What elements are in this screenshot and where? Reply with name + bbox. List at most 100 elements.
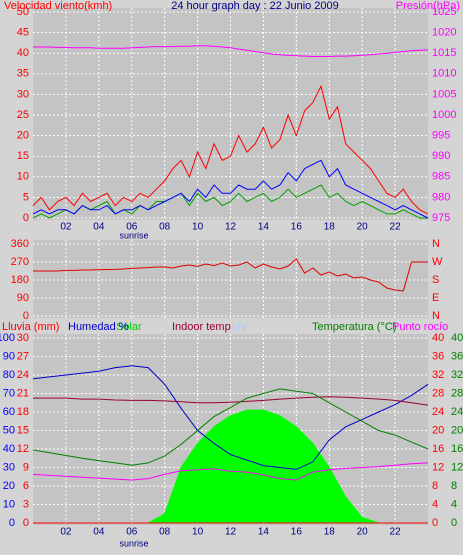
y3-tick-label: 70 <box>3 387 15 399</box>
x-tick-label: 02 <box>60 527 72 538</box>
y3-tick-label: 20 <box>3 480 15 492</box>
y4-tick-label: 8 <box>451 480 457 492</box>
y4-tick-label: 40 <box>451 332 463 344</box>
y2-tick-label: 975 <box>432 212 450 224</box>
y-tick-label: 180 <box>11 274 29 286</box>
y4-tick-label: 20 <box>451 424 463 436</box>
chart-title: 24 hour graph day : 22 Junio 2009 <box>171 0 339 12</box>
y-tick-label: 50 <box>17 6 29 18</box>
x-tick-label: 08 <box>159 527 171 538</box>
y2-tick-label: 995 <box>432 130 450 142</box>
y-tick-label: 0 <box>23 310 29 322</box>
y-tick-label: 90 <box>17 292 29 304</box>
y4-tick-label: 28 <box>451 387 463 399</box>
y2-tick-label: 40 <box>432 332 444 344</box>
line <box>32 462 429 481</box>
line <box>33 396 429 406</box>
x-tick-label: 16 <box>291 527 303 538</box>
legend-label: Solar <box>116 321 142 333</box>
legend-label: Indoor temp <box>172 321 231 333</box>
y-tick-label: 20 <box>17 130 29 142</box>
line <box>32 184 428 219</box>
y2-tick-label: N <box>432 310 440 322</box>
y-tick-label: 270 <box>11 256 29 268</box>
y-tick-label: 0 <box>23 212 29 224</box>
y-tick-label: 45 <box>17 27 29 39</box>
y-tick-label: 35 <box>17 68 29 80</box>
y-axis-title: Velocidad viento(kmh) <box>4 0 112 12</box>
y4-tick-label: 12 <box>451 461 463 473</box>
y2-tick-label: 980 <box>432 191 450 203</box>
line <box>32 388 429 466</box>
x-tick-label: 06 <box>126 222 138 233</box>
y-tick-label: 40 <box>17 47 29 59</box>
uv-label: UV <box>232 321 248 333</box>
y-tick-label: 360 <box>11 238 29 250</box>
legend-label: Humedad % <box>68 321 129 333</box>
y2-tick-label: 36 <box>432 350 444 362</box>
y2-tick-label: 1000 <box>432 109 456 121</box>
y2-tick-label: 8 <box>432 480 438 492</box>
line <box>32 365 429 470</box>
legend-label: Punto rocío <box>392 321 448 333</box>
x-tick-label: 06 <box>126 527 138 538</box>
line <box>33 258 428 292</box>
x-tick-label: 20 <box>357 527 369 538</box>
y-tick-label: 18 <box>17 406 29 418</box>
y4-tick-label: 24 <box>451 406 463 418</box>
y2-tick-label: 990 <box>432 150 450 162</box>
y3-tick-label: 0 <box>9 517 15 529</box>
y3-tick-label: 100 <box>0 332 15 344</box>
y4-tick-label: 4 <box>451 498 457 510</box>
y4-tick-label: 0 <box>451 517 457 529</box>
y-tick-label: 10 <box>17 171 29 183</box>
y-tick-label: 3 <box>23 498 29 510</box>
y-tick-label: 0 <box>23 517 29 529</box>
x-tick-label: 10 <box>192 222 204 233</box>
y2-tick-label: E <box>432 292 439 304</box>
y-tick-label: 15 <box>17 150 29 162</box>
x-tick-label: 04 <box>93 222 105 233</box>
line <box>32 84 429 215</box>
y-tick-label: 21 <box>17 387 29 399</box>
y2-tick-label: 1010 <box>432 68 456 80</box>
x-tick-label: 10 <box>192 527 204 538</box>
y3-tick-label: 40 <box>3 443 15 455</box>
y-tick-label: 24 <box>17 369 29 381</box>
y3-tick-label: 60 <box>3 406 15 418</box>
y-tick-label: 5 <box>23 191 29 203</box>
y-tick-label: 9 <box>23 461 29 473</box>
y-tick-label: 6 <box>23 480 29 492</box>
y4-tick-label: 36 <box>451 350 463 362</box>
y2-tick-label: 1015 <box>432 47 456 59</box>
y4-tick-label: 16 <box>451 443 463 455</box>
x-tick-label: 18 <box>324 527 336 538</box>
y2-tick-label: 1005 <box>432 88 456 100</box>
sunrise-label: sunrise <box>119 538 148 548</box>
y2-tick-label: 1025 <box>432 6 456 18</box>
y2-tick-label: 4 <box>432 498 438 510</box>
y-tick-label: 12 <box>17 443 29 455</box>
y3-tick-label: 90 <box>3 350 15 362</box>
y2-tick-label: 12 <box>432 461 444 473</box>
y-tick-label: 25 <box>17 109 29 121</box>
y-tick-label: 30 <box>17 332 29 344</box>
y2-tick-label: 28 <box>432 387 444 399</box>
x-tick-label: 08 <box>159 222 171 233</box>
y2-tick-label: 0 <box>432 517 438 529</box>
y2-tick-label: 20 <box>432 424 444 436</box>
x-tick-label: 04 <box>93 527 105 538</box>
y-tick-label: 15 <box>17 424 29 436</box>
x-tick-label: 02 <box>60 222 72 233</box>
y2-tick-label: 1020 <box>432 27 456 39</box>
y-tick-label: 27 <box>17 350 29 362</box>
y3-tick-label: 80 <box>3 369 15 381</box>
y3-tick-label: 10 <box>3 498 15 510</box>
y4-tick-label: 32 <box>451 369 463 381</box>
line <box>33 45 429 57</box>
x-tick-label: 22 <box>390 222 402 233</box>
x-tick-label: 12 <box>225 222 237 233</box>
y2-tick-label: 16 <box>432 443 444 455</box>
